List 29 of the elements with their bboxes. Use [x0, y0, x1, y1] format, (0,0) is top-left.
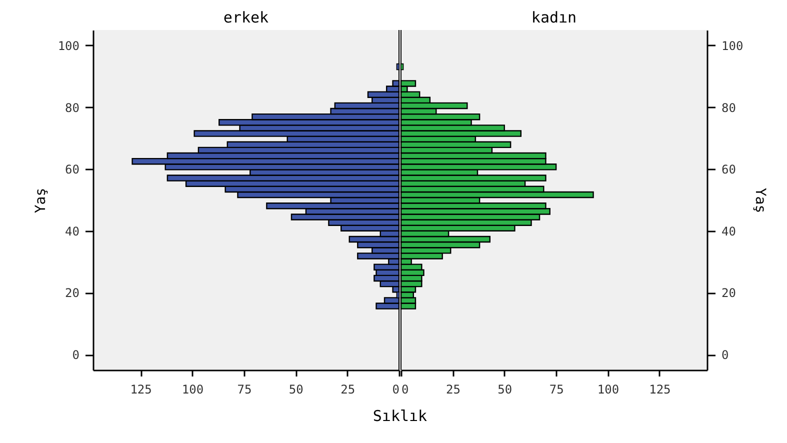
x-tick-label: 125: [130, 382, 152, 396]
x-tick-label: 75: [237, 382, 252, 396]
y-tick-label: 0: [722, 348, 729, 362]
x-tick-label: 25: [446, 382, 460, 396]
chart-title: kadın: [531, 8, 577, 26]
y-axis-title: Yaş: [32, 188, 49, 214]
y-axis-title: Yaş: [752, 188, 768, 214]
y-tick-label: 100: [58, 38, 80, 53]
x-tick-label: 0: [402, 382, 409, 396]
chart-title: erkek: [223, 8, 269, 26]
y-tick-label: 20: [722, 286, 736, 300]
y-tick-label: 40: [722, 224, 736, 238]
x-axis-title: Sıklık: [372, 407, 428, 425]
x-tick-label: 100: [182, 382, 204, 396]
x-tick-label: 100: [597, 382, 620, 396]
y-tick-label: 20: [65, 286, 80, 300]
y-tick-label: 0: [72, 348, 80, 362]
y-tick-label: 80: [65, 100, 80, 115]
y-tick-label: 100: [722, 38, 744, 53]
x-tick-label: 50: [288, 382, 304, 396]
x-tick-label: 125: [649, 382, 671, 396]
y-tick-label: 60: [65, 162, 80, 177]
x-tick-label: 25: [340, 382, 356, 396]
y-tick-label: 80: [722, 100, 736, 115]
y-tick-label: 40: [65, 224, 80, 238]
x-tick-label: 0: [392, 382, 400, 396]
y-tick-label: 60: [722, 162, 736, 177]
x-tick-label: 75: [549, 382, 564, 396]
x-tick-label: 50: [498, 382, 512, 396]
